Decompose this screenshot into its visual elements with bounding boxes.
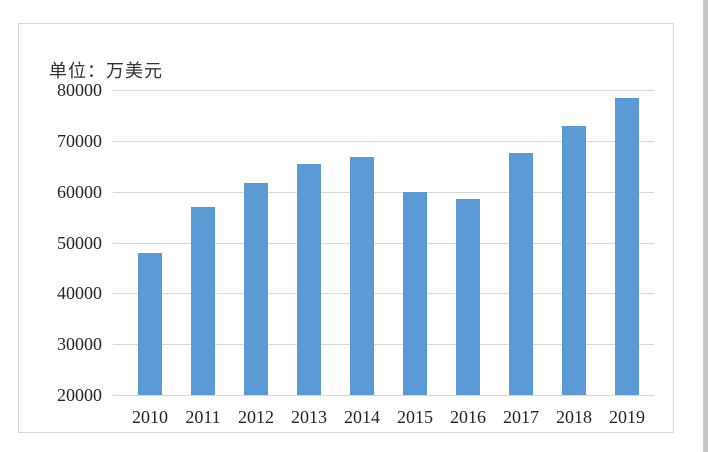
y-axis-tick-label-70000: 70000 (57, 130, 102, 151)
screen-right-edge-strip (703, 0, 708, 452)
y-axis-tick-label-80000: 80000 (57, 80, 102, 100)
y-axis-tick-label-20000: 20000 (57, 385, 102, 405)
chart-unit-label: 单位：万美元 (49, 61, 163, 81)
x-axis-tick-label-2017: 2017 (503, 407, 539, 427)
gridline-50000 (113, 242, 654, 244)
x-axis-tick-label-2011: 2011 (185, 407, 221, 427)
gridline-70000 (113, 140, 654, 142)
x-axis-tick-label-2012: 2012 (238, 407, 274, 427)
gridline-40000 (113, 293, 654, 295)
gridline-30000 (113, 344, 654, 346)
bar-2016 (456, 199, 480, 395)
bar-2013 (297, 164, 321, 395)
y-axis-tick-label-50000: 50000 (57, 232, 102, 253)
x-axis-tick-label-2019: 2019 (609, 407, 645, 427)
gridline-80000 (113, 90, 654, 91)
bar-2019 (615, 97, 639, 395)
bar-2017 (509, 152, 533, 395)
y-axis-tick-label-30000: 30000 (57, 334, 102, 355)
bar-2015 (403, 191, 427, 395)
x-axis-tick-label-2014: 2014 (344, 407, 380, 427)
bar-2012 (244, 182, 268, 395)
gridline-60000 (113, 191, 654, 193)
x-axis-tick-label-2015: 2015 (397, 407, 433, 427)
gridline-20000 (113, 395, 654, 396)
bar-2014 (350, 156, 374, 395)
y-axis-tick-label-60000: 60000 (57, 181, 102, 202)
bar-2010 (138, 252, 162, 395)
bar-2018 (562, 125, 586, 395)
x-axis-tick-label-2016: 2016 (450, 407, 486, 427)
x-axis-tick-label-2010: 2010 (132, 407, 168, 427)
x-axis-tick-label-2018: 2018 (556, 407, 592, 427)
x-axis-tick-label-2013: 2013 (291, 407, 327, 427)
bar-2011 (191, 206, 215, 395)
y-axis-tick-label-40000: 40000 (57, 283, 102, 304)
